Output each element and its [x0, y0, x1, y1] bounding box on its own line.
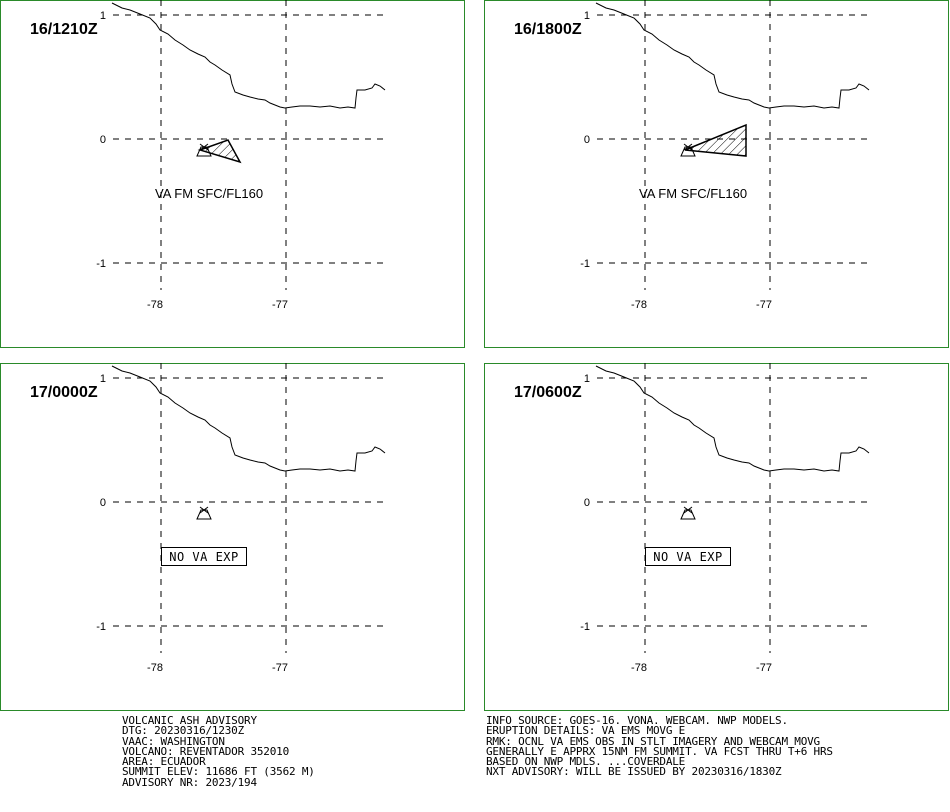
latitude-label: 0: [584, 134, 590, 146]
volcano-symbol: [680, 506, 696, 520]
latitude-label: 1: [100, 10, 106, 22]
footer-line: RMK: OCNL VA EMS OBS IN STLT IMAGERY AND…: [486, 734, 820, 748]
panel-border: [0, 363, 465, 711]
latitude-label: -1: [580, 258, 590, 270]
panel-time: 16/1800Z: [514, 21, 582, 38]
panel-border: [484, 363, 949, 711]
map-panel: 1 0 -1 -78 -77 16/1210Z VA FM SFC/FL160: [0, 0, 465, 348]
latitude-label: 0: [100, 134, 106, 146]
panel-time: 17/0600Z: [514, 384, 582, 401]
latitude-label: -1: [96, 621, 106, 633]
panel-time: 16/1210Z: [30, 21, 98, 38]
longitude-label: -78: [631, 662, 647, 674]
panel-time: 17/0000Z: [30, 384, 98, 401]
longitude-label: -77: [756, 299, 772, 311]
footer-line: ERUPTION DETAILS: VA EMS MOVG E: [486, 724, 686, 738]
coastline: [595, 2, 870, 109]
ash-annotation: NO VA EXP: [169, 550, 239, 564]
footer-line: BASED ON NWP MDLS. ...COVERDALE: [486, 755, 686, 769]
longitude-label: -78: [631, 299, 647, 311]
longitude-label: -77: [272, 299, 288, 311]
latitude-label: -1: [96, 258, 106, 270]
ash-annotation: VA FM SFC/FL160: [639, 186, 747, 201]
longitude-label: -78: [147, 299, 163, 311]
latitude-label: 1: [100, 373, 106, 385]
footer-line: GENERALLY E APPRX 15NM FM SUMMIT. VA FCS…: [486, 744, 833, 758]
longitude-label: -77: [272, 662, 288, 674]
ash-annotation: VA FM SFC/FL160: [155, 186, 263, 201]
coastline: [111, 365, 386, 472]
footer-line: SUMMIT ELEV: 11686 FT (3562 M): [122, 765, 315, 779]
latitude-label: 0: [584, 497, 590, 509]
footer-line: VOLCANIC ASH ADVISORY: [122, 714, 257, 727]
panel-border: [0, 0, 465, 348]
footer-line: VOLCANO: REVENTADOR 352010: [122, 744, 289, 758]
footer-line: DTG: 20230316/1230Z: [122, 724, 245, 738]
advisory-header: VOLCANIC ASH ADVISORY DTG: 20230316/1230Z…: [122, 714, 315, 789]
map-panel: 1 0 -1 -78 -77 17/0600Z NO VA EXP: [484, 363, 949, 711]
footer-line: NXT ADVISORY: WILL BE ISSUED BY 20230316…: [486, 765, 782, 779]
map-panel: 1 0 -1 -78 -77 17/0000Z NO VA EXP: [0, 363, 465, 711]
advisory-remarks: INFO SOURCE: GOES-16. VONA. WEBCAM. NWP …: [486, 714, 833, 779]
latitude-label: 1: [584, 373, 590, 385]
footer-line: VAAC: WASHINGTON: [122, 734, 225, 748]
ash-cloud: [197, 139, 242, 164]
coastline: [111, 2, 386, 109]
latitude-label: 0: [100, 497, 106, 509]
map-panels: 1 0 -1 -78 -77 16/1210Z VA FM SFC/FL160 1 0 -1 -78…: [0, 0, 949, 711]
annotation-box: [645, 547, 731, 566]
coastline: [595, 365, 870, 472]
longitude-label: -77: [756, 662, 772, 674]
panel-border: [484, 0, 949, 348]
ash-cloud: [684, 123, 747, 157]
volcano-symbol: [196, 506, 212, 520]
footer-line: INFO SOURCE: GOES-16. VONA. WEBCAM. NWP …: [486, 714, 788, 727]
annotation-box: [161, 547, 247, 566]
latitude-label: -1: [580, 621, 590, 633]
longitude-label: -78: [147, 662, 163, 674]
map-panel: 1 0 -1 -78 -77 16/1800Z VA FM SFC/FL160: [484, 0, 949, 348]
ash-annotation: NO VA EXP: [653, 550, 723, 564]
latitude-label: 1: [584, 10, 590, 22]
footer-line: ADVISORY NR: 2023/194: [122, 775, 257, 789]
footer-line: AREA: ECUADOR: [122, 755, 206, 769]
